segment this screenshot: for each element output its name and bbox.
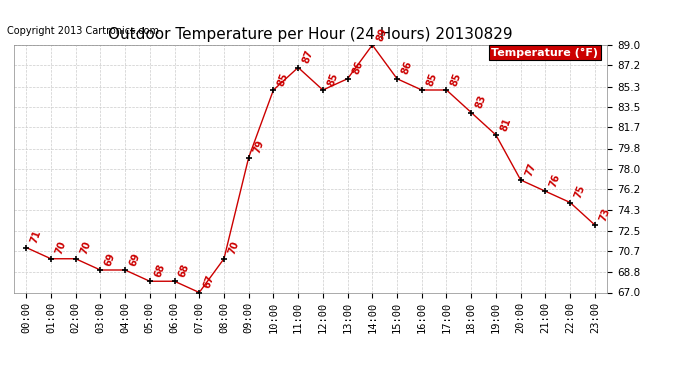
- Text: 68: 68: [177, 262, 191, 279]
- Text: 79: 79: [251, 139, 266, 155]
- Text: 86: 86: [351, 60, 364, 76]
- Text: 85: 85: [276, 71, 290, 87]
- Text: 81: 81: [499, 116, 513, 132]
- Text: 86: 86: [400, 60, 414, 76]
- Text: 85: 85: [424, 71, 439, 87]
- Text: 69: 69: [103, 251, 117, 267]
- Text: Copyright 2013 Cartronics.com: Copyright 2013 Cartronics.com: [7, 26, 159, 36]
- Text: 67: 67: [202, 274, 216, 290]
- Text: 85: 85: [326, 71, 339, 87]
- Text: 71: 71: [29, 229, 43, 245]
- Text: 68: 68: [152, 262, 166, 279]
- Title: Outdoor Temperature per Hour (24 Hours) 20130829: Outdoor Temperature per Hour (24 Hours) …: [108, 27, 513, 42]
- Text: 77: 77: [524, 161, 538, 177]
- Text: 73: 73: [598, 206, 611, 222]
- Text: 89: 89: [375, 26, 389, 42]
- Text: 70: 70: [227, 240, 241, 256]
- Text: 69: 69: [128, 251, 142, 267]
- Text: Temperature (°F): Temperature (°F): [491, 48, 598, 57]
- Text: 70: 70: [54, 240, 68, 256]
- Text: 87: 87: [301, 48, 315, 65]
- Text: 83: 83: [474, 93, 488, 110]
- Text: 76: 76: [548, 172, 562, 189]
- Text: 75: 75: [573, 184, 587, 200]
- Text: 70: 70: [79, 240, 92, 256]
- Text: 85: 85: [449, 71, 463, 87]
